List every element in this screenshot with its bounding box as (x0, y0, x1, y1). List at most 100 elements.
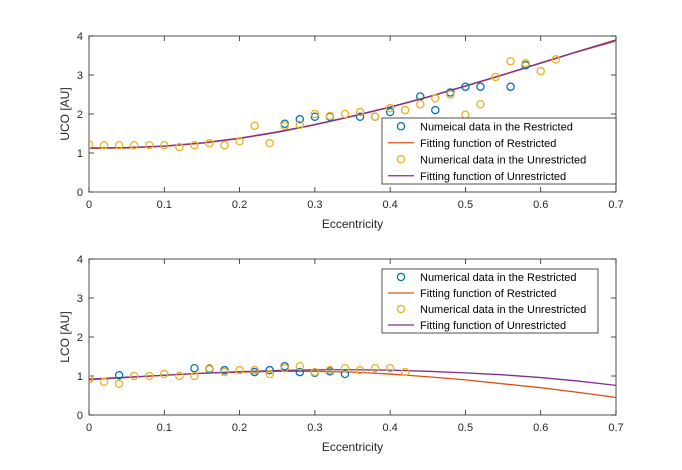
data-point (265, 365, 274, 375)
legend-entry-label: Numeical data in the Restricted (420, 121, 573, 133)
data-point (295, 361, 305, 371)
legend: Numerical data in the Restricted Fitting … (381, 268, 599, 334)
x-tick-label: 0.2 (232, 199, 247, 211)
legend-box (381, 117, 617, 185)
data-point (144, 140, 154, 150)
data-point (175, 142, 184, 152)
data-point (491, 72, 500, 82)
data-point (295, 114, 305, 124)
data-point (205, 363, 214, 373)
data-point (114, 370, 124, 380)
x-tick-label: 0.1 (157, 422, 172, 434)
x-tick-label: 0.1 (157, 199, 172, 211)
data-point (280, 363, 289, 373)
y-tick-label: 2 (77, 332, 83, 344)
data-point (220, 367, 229, 377)
data-point (235, 137, 244, 146)
x-tick-label: 0.3 (307, 199, 322, 211)
data-point (114, 379, 124, 389)
x-tick-label: 0.7 (608, 422, 623, 434)
data-point (175, 371, 184, 381)
legend-entry-label: Numerical data in the Unrestricted (420, 304, 586, 316)
data-point (220, 140, 229, 150)
y-tick-label: 3 (77, 293, 83, 305)
x-tick-label: 0.7 (608, 199, 623, 211)
data-point (385, 107, 395, 117)
legend-entry-label: Fitting function of Restricted (420, 288, 556, 300)
x-tick-label: 0.6 (533, 422, 548, 434)
data-point (325, 111, 335, 121)
data-point (400, 367, 410, 377)
x-tick-label: 0.5 (458, 199, 473, 211)
data-point (551, 55, 561, 64)
y-tick-label: 0 (77, 187, 83, 199)
y-tick-label: 2 (77, 109, 83, 121)
data-point (295, 367, 305, 377)
y-tick-label: 4 (77, 31, 83, 43)
y-tick-label: 4 (77, 254, 83, 266)
data-point (340, 363, 350, 373)
x-axis-title: Eccentricity (322, 217, 383, 231)
data-point (160, 369, 169, 379)
y-tick-label: 1 (77, 371, 83, 383)
data-point (129, 371, 139, 381)
legend-marker-swatch (396, 272, 406, 282)
data-point (89, 374, 94, 384)
data-point (370, 363, 380, 373)
legend-marker-swatch (396, 154, 406, 164)
legend-entry-label: Fitting function of Unrestricted (420, 171, 566, 183)
data-point (325, 365, 335, 375)
data-point (99, 377, 109, 387)
data-point (114, 140, 124, 150)
data-point (340, 369, 350, 379)
data-point (355, 107, 365, 117)
x-tick-label: 0.2 (232, 422, 247, 434)
y-tick-label: 1 (77, 148, 83, 160)
data-point (89, 140, 94, 149)
x-tick-label: 0.3 (307, 422, 322, 434)
y-tick-label: 3 (77, 70, 83, 82)
data-point (385, 103, 395, 113)
legend-marker-swatch (396, 304, 406, 314)
y-tick-label: 0 (77, 410, 83, 422)
legend-entry-label: Numerical data in the Restricted (420, 272, 577, 284)
data-point (235, 365, 244, 375)
series-layer (89, 39, 616, 152)
data-point (144, 371, 154, 381)
x-tick-label: 0.4 (382, 422, 397, 434)
data-point (521, 59, 530, 68)
x-tick-label: 0.5 (458, 422, 473, 434)
series-layer (89, 361, 616, 399)
data-point (461, 82, 470, 91)
legend-marker-swatch (396, 122, 406, 131)
data-point (476, 100, 485, 109)
data-point (280, 121, 289, 130)
data-point (190, 371, 199, 381)
data-point (310, 109, 320, 119)
data-point (431, 94, 440, 103)
data-point (355, 365, 365, 375)
x-tick-label: 0 (86, 199, 92, 211)
data-point (506, 57, 515, 66)
data-point (370, 112, 380, 121)
data-point (265, 138, 274, 148)
data-point (506, 82, 515, 91)
data-point (129, 140, 139, 150)
data-point (340, 109, 350, 119)
data-point (160, 140, 169, 150)
y-axis-title: LCO [AU] (58, 311, 72, 362)
data-point (310, 112, 320, 121)
legend-entry-label: Fitting function of Restricted (420, 138, 556, 150)
data-point (476, 82, 485, 91)
data-point (416, 100, 425, 109)
x-tick-label: 0 (86, 422, 92, 434)
data-point (446, 90, 455, 99)
data-point (431, 105, 440, 115)
x-tick-label: 0.6 (533, 199, 548, 211)
data-point (99, 140, 109, 150)
lower-plot-lco: 0 0.1 0.2 0.3 0.4 0.5 0.6 0.7 0 1 2 3 4 Eccentricity L… (58, 254, 624, 454)
data-point (536, 66, 545, 76)
upper-plot-uco: 0 0.1 0.2 0.3 0.4 0.5 0.6 0.7 0 1 2 3 4 Eccentricity U… (58, 31, 624, 231)
data-point (250, 121, 259, 130)
